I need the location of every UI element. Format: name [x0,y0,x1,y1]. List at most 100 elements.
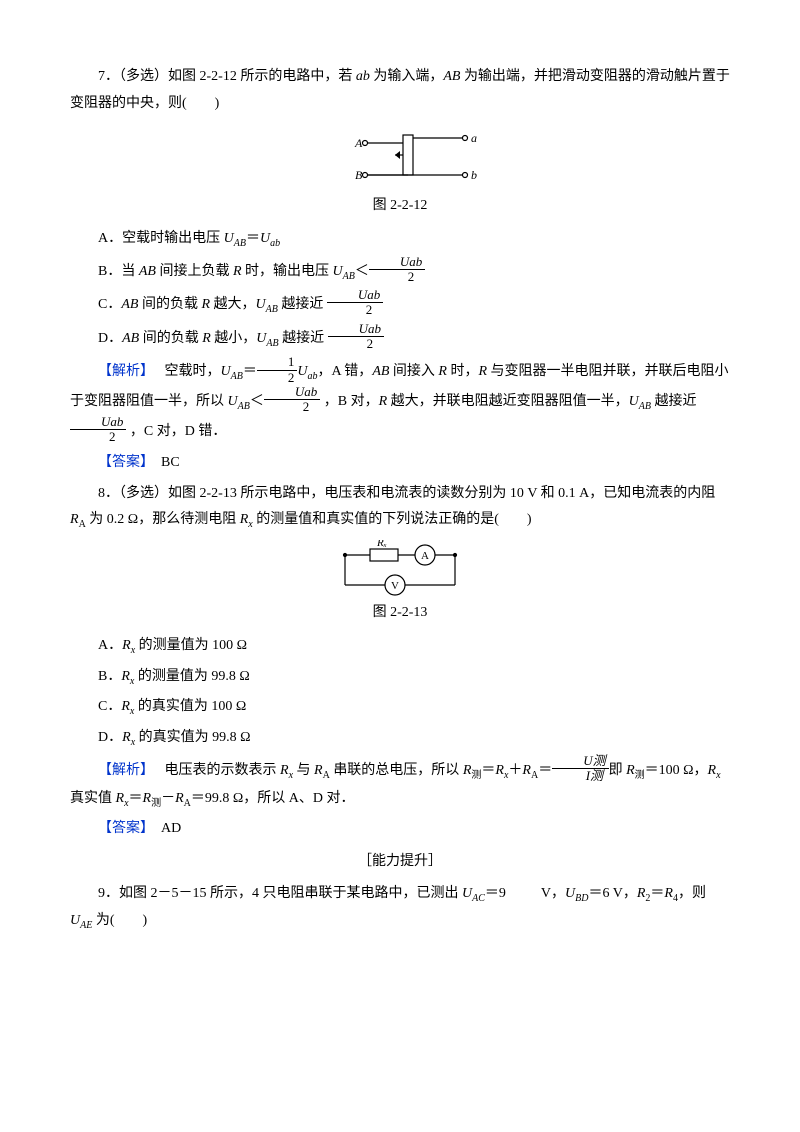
v: AB [139,264,156,279]
t: 间的负载 [139,331,202,346]
t: ＝ [129,791,143,806]
answer-label: 【答案】 [98,821,154,836]
t: ，C 对，D 错． [126,424,226,439]
v: R [121,669,130,684]
v: U [565,886,575,901]
v: U [260,231,270,246]
t: ＝9 [485,886,506,901]
t: 的真实值为 100 Ω [134,699,246,714]
q8-figure: Rₓ A V 图 2-2-13 [70,540,730,627]
t: V， [541,886,565,901]
v: AB [122,331,139,346]
t: B． [98,669,121,684]
t: 间接入 [389,364,438,379]
q8-optD: D．Rx 的真实值为 99.8 Ω [70,725,730,752]
t: 9．如图 2－5－15 所示，4 只电阻串联于某电路中，已测出 [98,886,462,901]
v: R [495,763,504,778]
answer-value: AD [161,821,181,836]
s: A [184,797,191,808]
v: R [664,886,673,901]
q7-optB: B．当 AB 间接上负载 R 时，输出电压 UAB＜Uab2 [70,257,730,287]
t: 的真实值为 99.8 Ω [135,730,250,745]
v: U [256,331,266,346]
s: AB [231,371,243,382]
t: 8．（多选）如图 2-2-13 所示电路中，电压表和电流表的读数分别为 10 V… [98,486,715,501]
t: 间的负载 [138,297,201,312]
s: AC [472,893,485,904]
var-AB: AB [443,69,460,84]
v: R [314,763,323,778]
v: R [70,512,79,527]
s: AB [639,401,651,412]
label-A: A [421,550,429,562]
q9-stem: 9．如图 2－5－15 所示，4 只电阻串联于某电路中，已测出 UAC＝9 V，… [70,881,730,935]
t: ＝6 V， [589,886,637,901]
n: Uab [264,385,320,400]
d: 2 [70,430,126,444]
t: C． [98,699,121,714]
v: U [224,231,234,246]
q7-answer: 【答案】 BC [70,450,730,477]
frac: 12 [257,355,298,385]
t: ＝ [246,231,260,246]
fig-caption: 图 2-2-13 [70,600,730,627]
t: D． [98,730,122,745]
frac: U测I测 [552,754,608,784]
q7-figure: A B a b 图 2-2-12 [70,123,730,220]
t: 即 [609,763,627,778]
section-header: ［能力提升］ [70,849,730,876]
d: 2 [327,303,383,317]
s: 测 [151,797,161,808]
answer-label: 【答案】 [98,455,154,470]
v: U [462,886,472,901]
label-A: A [354,136,363,150]
v: R [201,297,210,312]
s: AB [234,238,246,249]
v: U [629,394,639,409]
n: Uab [369,255,425,270]
analysis-label: 【解析】 [98,763,154,778]
s: AB [343,270,355,281]
q8-optA: A．Rx 的测量值为 100 Ω [70,633,730,660]
t: A． [98,638,122,653]
d: I测 [552,769,608,783]
s: AE [80,920,92,931]
frac: Uab2 [327,288,383,318]
t: ，A 错， [317,364,372,379]
frac: Uab2 [70,415,126,445]
s: AB [266,338,278,349]
d: 2 [369,270,425,284]
t: ＜ [250,394,264,409]
s: 测 [635,770,645,781]
v: R [233,264,242,279]
n: Uab [328,322,384,337]
t: 真实值 [70,791,116,806]
v: R [522,763,531,778]
q8-optB: B．Rx 的测量值为 99.8 Ω [70,664,730,691]
n: Uab [327,288,383,303]
label-V: V [391,580,399,592]
frac: Uab2 [369,255,425,285]
fig-caption: 图 2-2-12 [70,193,730,220]
t: ，则 [678,886,706,901]
analysis-label: 【解析】 [98,364,154,379]
v: U [333,264,343,279]
v: U [297,364,307,379]
var-ab: ab [356,69,370,84]
s: ab [270,238,280,249]
answer-value: BC [161,455,180,470]
v: U [70,913,80,928]
s: BD [575,893,588,904]
v: R [121,699,130,714]
n: 1 [257,355,298,370]
v: R [280,763,289,778]
t: B．当 [98,264,139,279]
t: 越大，并联电阻越近变阻器阻值一半， [387,394,629,409]
s: AB [266,304,278,315]
t: 串联的总电压，所以 [330,763,463,778]
v: R [478,364,487,379]
t: 的测量值和真实值的下列说法正确的是( ) [253,512,532,527]
frac: Uab2 [328,322,384,352]
label-Rx: Rₓ [376,540,387,549]
t: 越接近 [651,394,697,409]
